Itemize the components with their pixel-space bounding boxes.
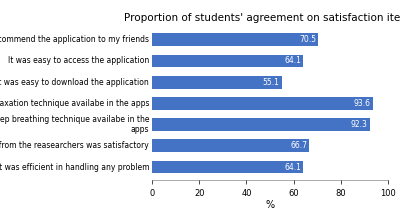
- Bar: [152, 55, 303, 67]
- Bar: [152, 33, 318, 46]
- X-axis label: %: %: [266, 200, 274, 210]
- Bar: [152, 118, 370, 131]
- Text: 92.3: 92.3: [350, 120, 368, 129]
- Title: Proportion of students' agreement on satisfaction items: Proportion of students' agreement on sat…: [124, 13, 400, 23]
- Bar: [152, 161, 303, 173]
- Text: 93.6: 93.6: [354, 99, 370, 108]
- Bar: [152, 97, 373, 110]
- Text: 66.7: 66.7: [290, 141, 307, 150]
- Text: 55.1: 55.1: [263, 78, 280, 87]
- Text: 64.1: 64.1: [284, 57, 301, 66]
- Text: 70.5: 70.5: [299, 35, 316, 44]
- Bar: [152, 76, 282, 89]
- Text: 64.1: 64.1: [284, 163, 301, 172]
- Bar: [152, 139, 310, 152]
